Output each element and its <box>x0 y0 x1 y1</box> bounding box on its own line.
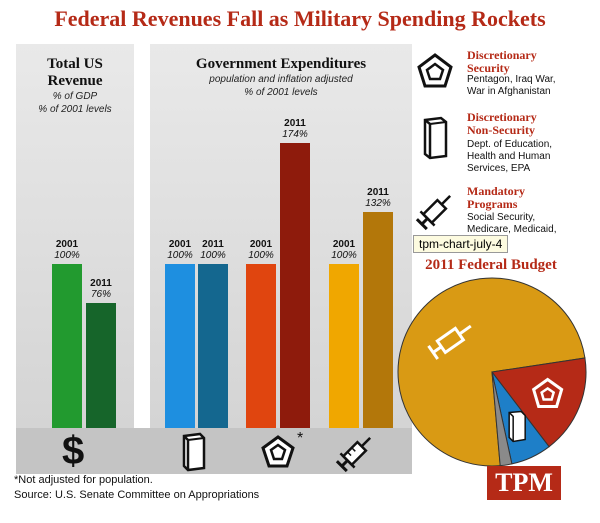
tpm-logo: TPM <box>487 466 561 500</box>
category-icon-strip <box>16 428 412 474</box>
bar-data-label: 2001 100% <box>46 239 88 261</box>
bar-year-label: 2011 <box>202 239 224 250</box>
bar-year-label: 2011 <box>367 186 389 198</box>
legend-mandatory-desc: Social Security, Medicare, Medicaid, <box>467 212 557 235</box>
pie-book-icon <box>508 410 526 443</box>
pie-pentagon-icon <box>531 377 564 408</box>
bar-value-label: 100% <box>200 250 226 261</box>
chart-title: Federal Revenues Fall as Military Spendi… <box>54 6 546 31</box>
bar-year-label: 2001 <box>249 239 273 250</box>
bar-data-label: 2001 100% <box>323 239 365 261</box>
bar-year-label: 2011 <box>284 117 306 129</box>
legend-book-icon <box>423 116 448 160</box>
bar-discretionary-security-2001 <box>246 264 276 428</box>
bar-discretionary-non-security-2011 <box>198 264 228 428</box>
source-note: Source: U.S. Senate Committee on Appropr… <box>14 489 260 501</box>
pie-slice-other <box>491 371 513 467</box>
legend-nonsecurity-title: Discretionary Non-Security <box>467 110 537 137</box>
pie-chart <box>397 277 587 467</box>
footnote: *Not adjusted for population. <box>14 474 153 486</box>
bar-data-label: 2011 76% <box>80 278 122 300</box>
expenditure-heading: Government Expenditures <box>195 56 367 72</box>
revenue-sub-line1: % of GDP <box>52 91 98 102</box>
pentagon-footnote-asterisk: * <box>297 430 304 447</box>
legend-pentagon-icon <box>417 53 453 88</box>
legend-security-title: Discretionary Security <box>467 48 537 75</box>
image-tooltip: tpm-chart-july-4 <box>413 235 509 253</box>
bar-data-label: 2011 132% <box>357 187 399 209</box>
expenditure-sub-line2: % of 2001 levels <box>244 87 318 98</box>
bar-value-label: 100% <box>54 250 80 261</box>
bar-year-label: 2001 <box>55 239 79 250</box>
pie-title: 2011 Federal Budget <box>425 257 557 273</box>
syringe-icon <box>335 436 372 473</box>
legend-security-desc: Pentagon, Iraq War, War in Afghanistan <box>467 74 556 97</box>
bar-total-us-revenue-2011 <box>86 303 116 428</box>
pie-syringe-icon <box>427 324 472 360</box>
bar-data-label: 2001 100% <box>159 239 201 261</box>
bar-value-label: 76% <box>90 289 111 301</box>
pie-slice-discretionary-security <box>491 357 587 448</box>
pentagon-icon <box>261 435 295 468</box>
bar-mandatory-programs-2001 <box>329 264 359 428</box>
book-icon <box>182 432 206 472</box>
bar-discretionary-non-security-2001 <box>165 264 195 428</box>
legend-mandatory-title: Mandatory Programs <box>467 184 525 211</box>
bar-value-label: 100% <box>248 250 274 261</box>
bar-discretionary-security-2011 <box>280 142 310 428</box>
revenue-sub-line2: % of 2001 levels <box>38 104 112 115</box>
bar-data-label: 2001 100% <box>240 239 282 261</box>
bar-data-label: 2011 100% <box>192 239 234 261</box>
bar-mandatory-programs-2011 <box>363 211 393 428</box>
bar-data-label: 2011 174% <box>274 118 316 140</box>
bar-total-us-revenue-2001 <box>52 264 82 428</box>
dollar-sign-icon: $ <box>62 429 85 473</box>
expenditure-sub-line1: population and inflation adjusted <box>209 74 353 85</box>
legend-syringe-icon <box>415 194 452 231</box>
revenue-heading-line1: Total US <box>47 56 103 72</box>
bar-value-label: 100% <box>331 250 357 261</box>
legend-nonsecurity-desc: Dept. of Education, Health and Human Ser… <box>467 139 553 174</box>
bar-year-label: 2001 <box>332 239 356 250</box>
bar-value-label: 100% <box>167 250 193 261</box>
revenue-heading-line2: Revenue <box>47 73 103 89</box>
bar-value-label: 174% <box>282 128 308 140</box>
bar-year-label: 2011 <box>90 278 112 290</box>
bar-year-label: 2001 <box>168 239 192 250</box>
bar-value-label: 132% <box>365 197 391 209</box>
